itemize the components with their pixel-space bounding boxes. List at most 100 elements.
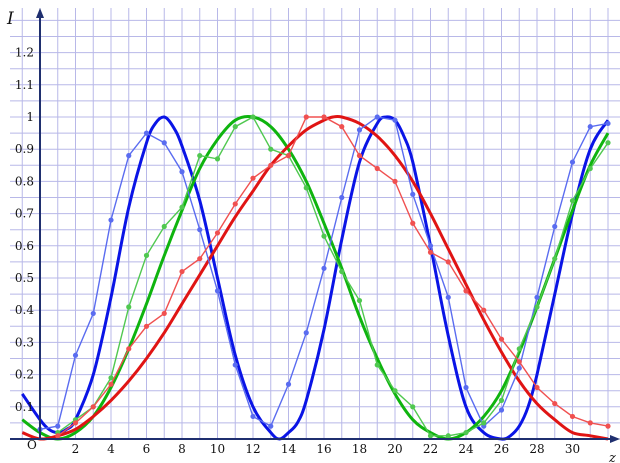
- y-tick-label: 0.3: [15, 335, 34, 349]
- y-tick-label: 0.5: [15, 271, 34, 285]
- data-point: [321, 114, 327, 120]
- y-tick-label: 0.8: [15, 174, 34, 188]
- data-point: [303, 114, 309, 120]
- x-tick-label: 4: [107, 442, 115, 456]
- data-point: [410, 191, 416, 197]
- data-point: [374, 362, 380, 368]
- tick-labels: 2 4 6 8 10 12 14 16 18 20 22 24 26 28 300.10.20.30.40.…: [15, 46, 580, 456]
- data-point: [72, 420, 79, 426]
- data-point: [356, 127, 363, 133]
- data-point: [321, 233, 327, 239]
- x-tick-label: 26: [494, 442, 509, 456]
- data-point: [90, 310, 96, 317]
- data-point: [534, 304, 540, 310]
- data-point: [179, 169, 185, 175]
- x-tick-label: 12: [245, 442, 260, 456]
- data-point: [374, 165, 380, 172]
- x-tick-label: 28: [529, 442, 544, 456]
- data-point: [445, 294, 451, 300]
- data-point: [268, 423, 274, 429]
- data-point: [214, 156, 221, 162]
- data-point: [90, 404, 96, 410]
- x-tick-label: 10: [210, 442, 225, 456]
- data-point: [161, 223, 167, 230]
- data-point: [108, 381, 114, 387]
- data-point: [498, 336, 505, 342]
- data-point: [108, 217, 114, 223]
- data-point: [179, 204, 185, 210]
- x-tick-label: 18: [352, 442, 367, 456]
- data-point: [569, 159, 576, 165]
- data-point: [534, 294, 540, 300]
- data-point: [481, 307, 487, 313]
- data-point: [463, 288, 469, 294]
- data-point: [605, 120, 611, 127]
- y-tick-label: 1.1: [15, 78, 34, 92]
- x-tick-label: 24: [458, 442, 474, 456]
- data-point: [143, 130, 150, 136]
- data-point: [161, 140, 167, 146]
- data-point: [126, 153, 132, 159]
- x-tick-label: 6: [143, 442, 151, 456]
- measured-series: [37, 114, 611, 439]
- y-tick-label: 1: [26, 110, 34, 124]
- fit-curve-line: [21, 115, 610, 441]
- data-point: [552, 400, 558, 407]
- data-point: [214, 288, 221, 294]
- data-point: [285, 381, 292, 387]
- data-point: [339, 268, 345, 275]
- data-point: [587, 165, 593, 172]
- data-point: [161, 310, 167, 317]
- data-point: [143, 323, 150, 329]
- data-point: [303, 185, 309, 191]
- fit-curve-line: [21, 114, 609, 441]
- data-point: [498, 397, 505, 403]
- data-point: [516, 365, 522, 371]
- y-tick-label: 0.4: [15, 303, 34, 317]
- data-point: [179, 268, 185, 275]
- data-point: [463, 384, 469, 391]
- x-tick-label: 8: [178, 442, 186, 456]
- data-point: [356, 297, 363, 304]
- data-point: [552, 223, 558, 230]
- data-point: [356, 153, 363, 159]
- data-point: [374, 114, 380, 120]
- data-point: [55, 433, 61, 439]
- data-point: [250, 175, 256, 181]
- data-point: [445, 259, 451, 265]
- x-tick-label: 20: [387, 442, 402, 456]
- y-tick-label: 0.9: [15, 142, 34, 156]
- y-axis-arrow: [36, 8, 44, 18]
- y-tick-label: 0.1: [15, 400, 34, 414]
- x-axis-label: z: [608, 451, 616, 463]
- y-tick-label: 0.6: [15, 239, 34, 253]
- x-tick-label: 16: [316, 442, 331, 456]
- data-point: [197, 256, 203, 262]
- data-point: [232, 124, 238, 130]
- data-point: [516, 346, 522, 352]
- data-point: [445, 433, 451, 439]
- data-point: [303, 330, 309, 336]
- data-point: [232, 362, 238, 368]
- x-tick-label: 2: [72, 442, 80, 456]
- data-point: [197, 153, 203, 159]
- data-point: [339, 194, 345, 201]
- data-point: [498, 407, 505, 413]
- data-point: [587, 124, 593, 130]
- data-point: [197, 227, 203, 233]
- measured-series-line: [57, 116, 609, 437]
- data-point: [268, 162, 274, 168]
- x-tick-label: 14: [281, 442, 297, 456]
- data-point: [55, 423, 61, 429]
- data-point: [392, 117, 398, 123]
- data-point: [587, 420, 593, 426]
- data-point: [250, 413, 256, 420]
- data-point: [463, 429, 469, 436]
- data-point: [321, 265, 327, 271]
- y-tick-label: 0.7: [15, 207, 34, 221]
- data-point: [108, 375, 114, 381]
- data-point: [268, 146, 274, 152]
- y-axis-label: I: [6, 9, 14, 29]
- data-point: [427, 249, 434, 255]
